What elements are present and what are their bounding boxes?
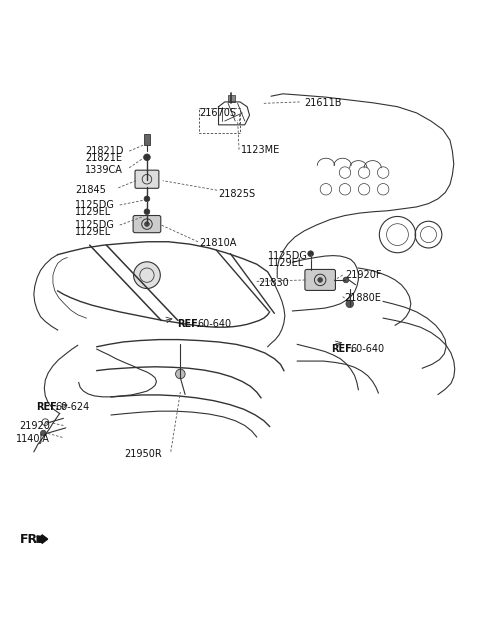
Text: 1123ME: 1123ME — [241, 145, 280, 154]
Text: 21825S: 21825S — [218, 188, 256, 199]
Text: 60-640: 60-640 — [197, 319, 231, 329]
Text: 21845: 21845 — [75, 185, 106, 196]
Bar — [144, 135, 150, 145]
Circle shape — [346, 300, 354, 308]
FancyBboxPatch shape — [133, 215, 161, 233]
Circle shape — [176, 369, 185, 379]
Text: REF.: REF. — [331, 344, 354, 354]
Text: 21821E: 21821E — [85, 153, 122, 163]
Circle shape — [308, 251, 313, 256]
Text: 21670S: 21670S — [199, 108, 237, 118]
FancyArrow shape — [37, 535, 48, 544]
Text: REF.: REF. — [177, 319, 200, 329]
Text: 21920: 21920 — [20, 421, 50, 431]
FancyBboxPatch shape — [135, 170, 159, 188]
FancyBboxPatch shape — [305, 269, 336, 290]
Text: 21821D: 21821D — [85, 146, 123, 156]
Circle shape — [144, 196, 150, 202]
Text: 1129EL: 1129EL — [75, 206, 112, 217]
Text: 1339CA: 1339CA — [85, 165, 123, 175]
Text: 1125DG: 1125DG — [75, 220, 115, 230]
Text: 1125DG: 1125DG — [75, 200, 115, 210]
Text: 21611B: 21611B — [304, 98, 342, 108]
Text: REF.: REF. — [36, 403, 59, 412]
Text: 1140JA: 1140JA — [16, 434, 49, 444]
Bar — [228, 96, 235, 102]
Text: 21810A: 21810A — [199, 238, 237, 247]
Circle shape — [144, 154, 150, 161]
Text: FR.: FR. — [20, 533, 43, 545]
Text: 21830: 21830 — [258, 278, 289, 288]
Circle shape — [40, 430, 46, 436]
Text: 1125DG: 1125DG — [268, 251, 308, 261]
Circle shape — [144, 209, 150, 215]
Text: 1129EL: 1129EL — [268, 258, 304, 268]
Text: 60-640: 60-640 — [351, 344, 385, 354]
Text: 21950R: 21950R — [124, 449, 162, 459]
Text: 21920F: 21920F — [345, 270, 382, 280]
Text: 60-624: 60-624 — [56, 403, 90, 412]
Text: 21880E: 21880E — [344, 292, 381, 303]
Circle shape — [133, 262, 160, 288]
Circle shape — [318, 278, 323, 282]
Circle shape — [144, 222, 149, 226]
Text: 1129EL: 1129EL — [75, 227, 112, 237]
Circle shape — [343, 277, 349, 283]
